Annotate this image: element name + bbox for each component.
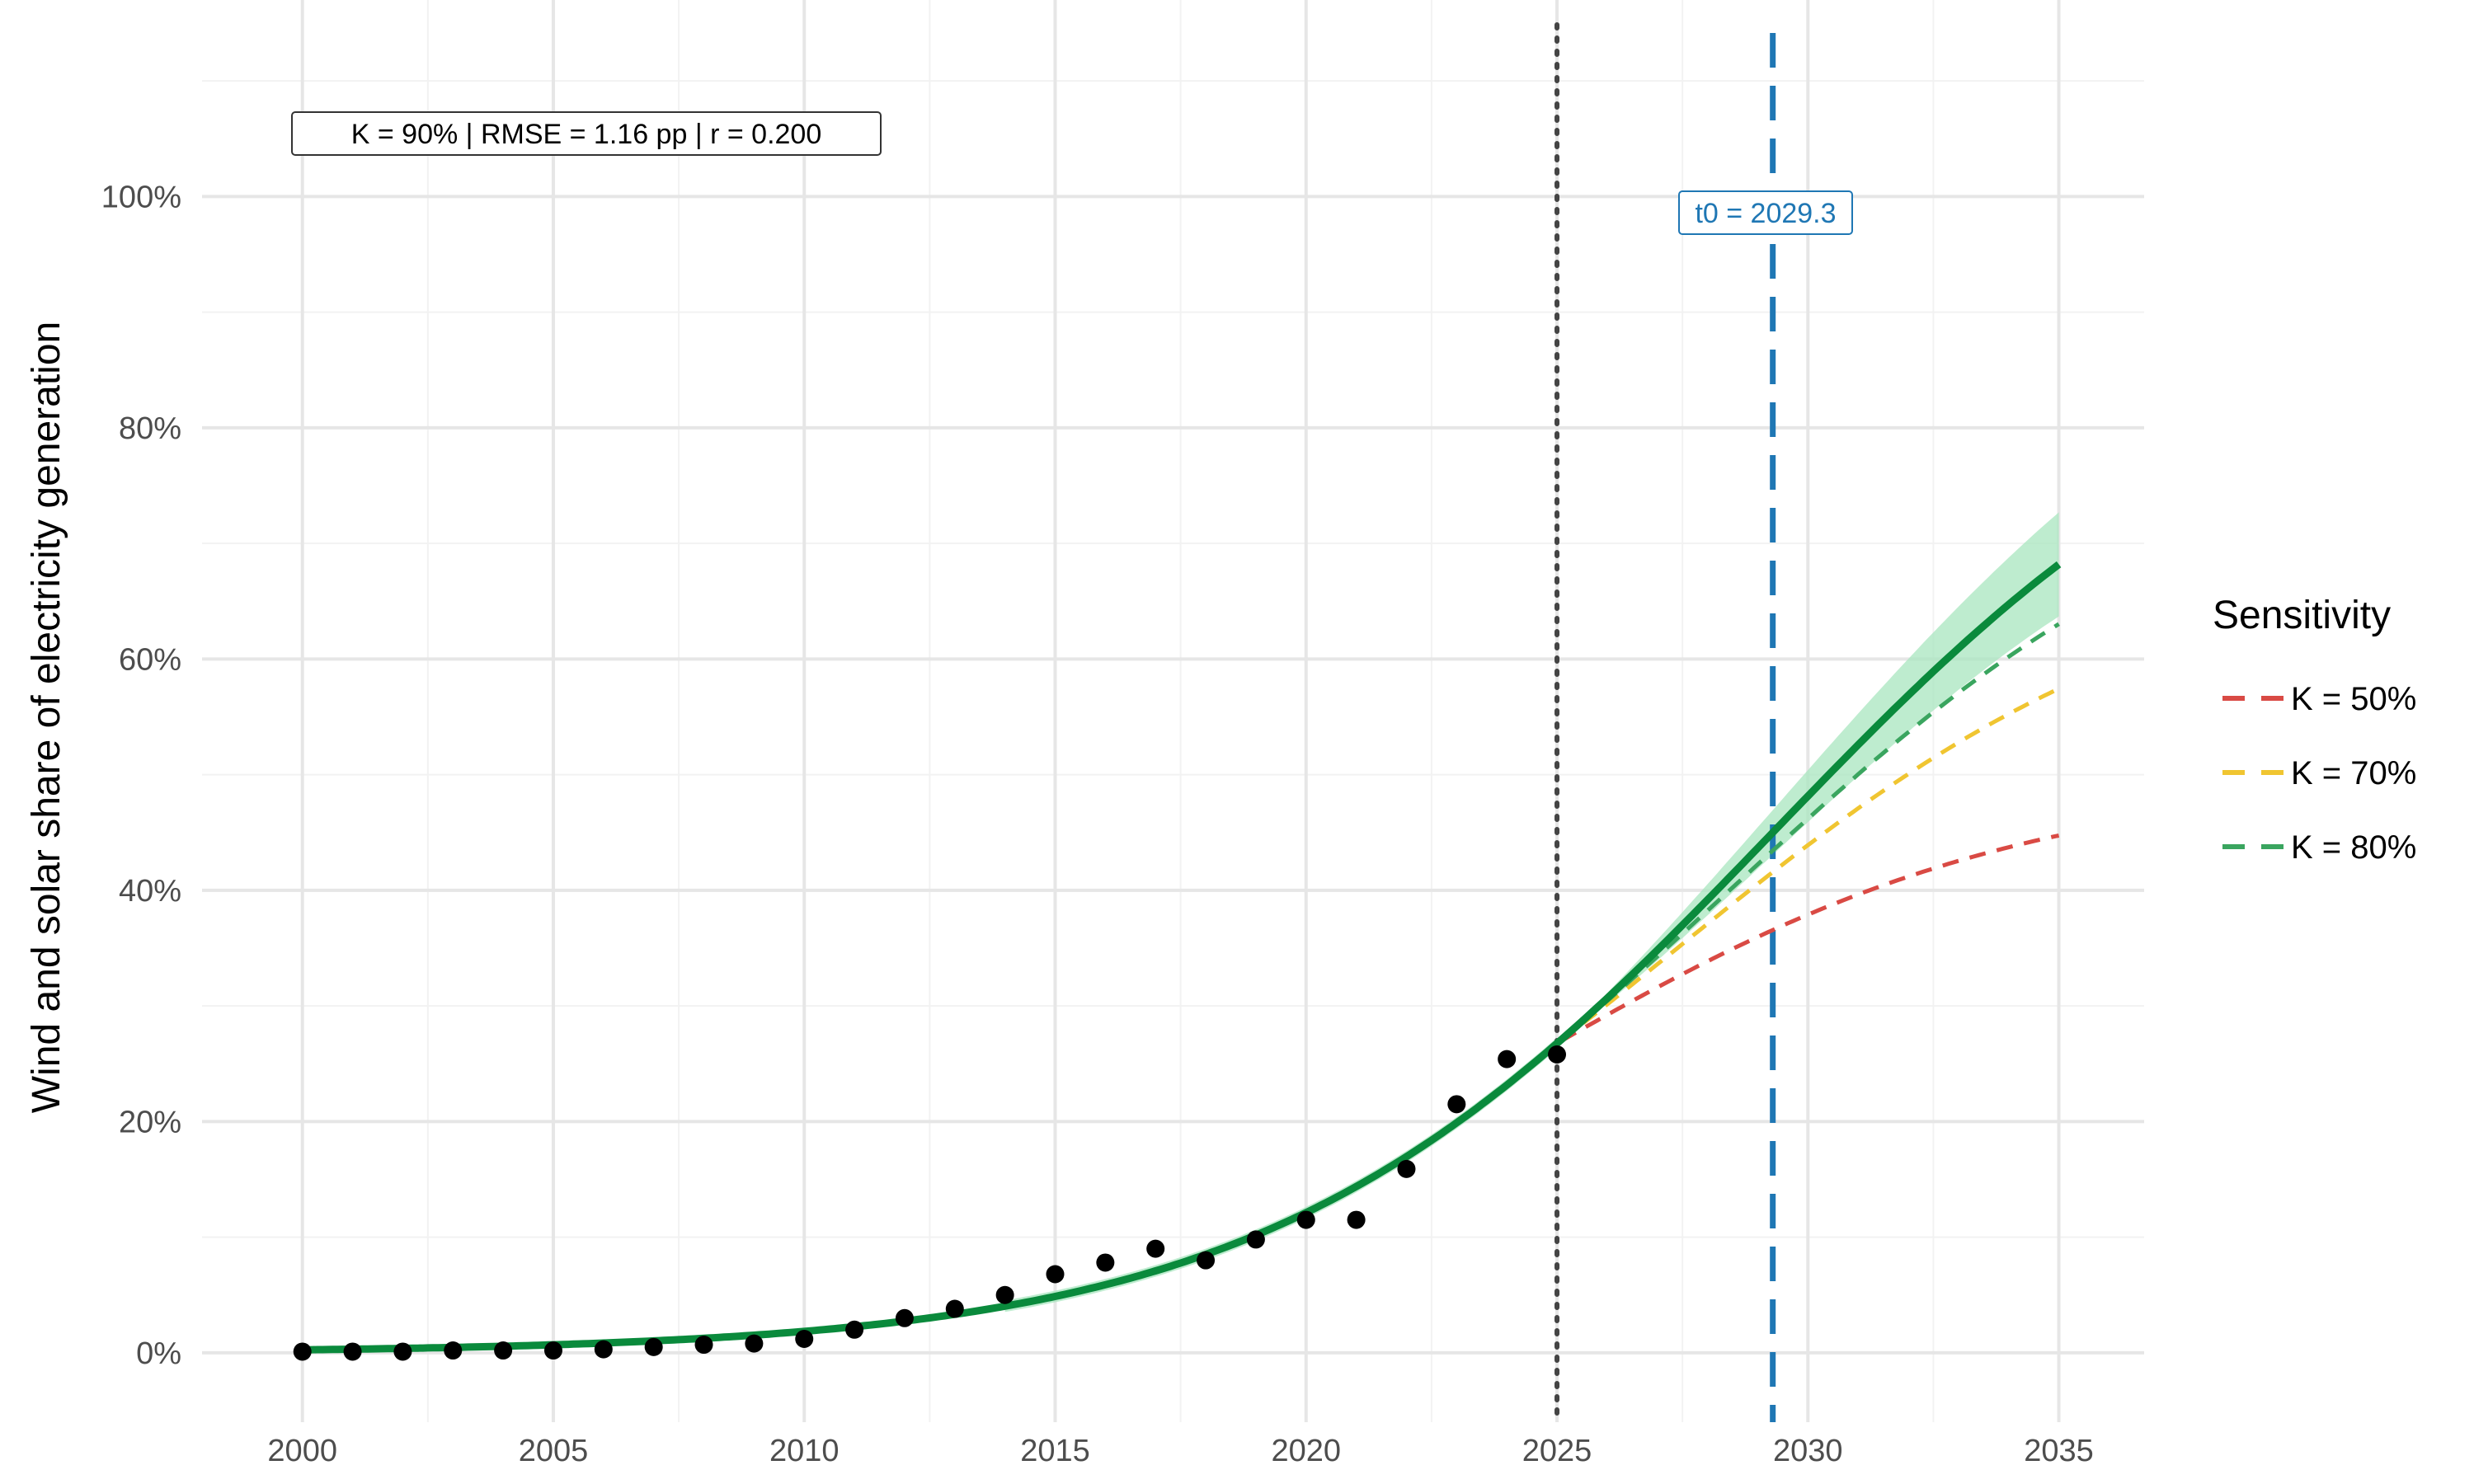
main-fit-line bbox=[302, 561, 2062, 1354]
observed-point bbox=[543, 1341, 562, 1360]
x-tick-label: 2010 bbox=[769, 1434, 840, 1468]
observed-point bbox=[1347, 1210, 1366, 1229]
observed-point bbox=[343, 1342, 362, 1361]
fit-summary-box: K = 90% | RMSE = 1.16 pp | r = 0.200 bbox=[291, 111, 882, 156]
confidence-band bbox=[1004, 512, 2059, 1313]
series-layer bbox=[302, 561, 2062, 1354]
observed-point bbox=[494, 1341, 513, 1360]
y-tick-label: 20% bbox=[119, 1105, 181, 1139]
observed-points bbox=[293, 1045, 1567, 1361]
observed-point bbox=[895, 1308, 914, 1327]
x-tick-label: 2015 bbox=[1020, 1434, 1090, 1468]
y-tick-label: 100% bbox=[101, 180, 181, 214]
t0-label-box: t0 = 2029.3 bbox=[1678, 190, 1853, 235]
y-tick-label: 80% bbox=[119, 411, 181, 446]
legend-label: K = 70% bbox=[2291, 755, 2416, 791]
y-axis-title: Wind and solar share of electricity gene… bbox=[25, 322, 68, 1114]
legend-label: K = 80% bbox=[2291, 829, 2416, 866]
t0-label-box-border bbox=[1678, 190, 1853, 235]
confidence-band-layer bbox=[1004, 512, 2059, 1313]
observed-point bbox=[1296, 1210, 1315, 1229]
observed-point bbox=[594, 1340, 613, 1359]
observed-point bbox=[1096, 1253, 1115, 1272]
legend: Sensitivity K = 50% K = 70% K = 80% bbox=[2213, 594, 2416, 866]
axis-ticks: 2000 2005 2010 2015 2020 2025 2030 2035 0% 20% 40%… bbox=[101, 180, 2094, 1468]
observed-point bbox=[1197, 1251, 1216, 1270]
t0-label-text: t0 = 2029.3 bbox=[1695, 198, 1836, 229]
observed-point bbox=[795, 1330, 814, 1349]
observed-point bbox=[644, 1337, 663, 1356]
x-tick-label: 2005 bbox=[519, 1434, 589, 1468]
observed-point bbox=[1246, 1230, 1265, 1249]
observed-point bbox=[1397, 1159, 1416, 1178]
observed-point bbox=[945, 1299, 964, 1318]
x-tick-label: 2020 bbox=[1271, 1434, 1341, 1468]
observed-point bbox=[845, 1320, 864, 1339]
observed-point bbox=[1548, 1045, 1567, 1064]
x-tick-label: 2030 bbox=[1773, 1434, 1843, 1468]
legend-label: K = 50% bbox=[2291, 681, 2416, 717]
observed-point bbox=[293, 1342, 312, 1361]
observed-point bbox=[1146, 1239, 1165, 1258]
observed-point bbox=[745, 1334, 764, 1353]
series-line bbox=[1280, 622, 2060, 1227]
reference-lines bbox=[1554, 22, 1776, 1425]
observed-point bbox=[444, 1341, 463, 1360]
fit-summary-box-border bbox=[291, 111, 882, 156]
x-tick-label: 2025 bbox=[1522, 1434, 1592, 1468]
fit-summary-text: K = 90% | RMSE = 1.16 pp | r = 0.200 bbox=[351, 119, 822, 150]
observed-point bbox=[393, 1342, 412, 1361]
x-tick-label: 2000 bbox=[267, 1434, 337, 1468]
observed-point bbox=[694, 1336, 713, 1355]
series-line bbox=[1280, 687, 2060, 1227]
y-tick-label: 40% bbox=[119, 874, 181, 909]
x-tick-label: 2035 bbox=[2024, 1434, 2094, 1468]
observed-point bbox=[1498, 1050, 1517, 1068]
y-tick-label: 0% bbox=[136, 1336, 181, 1371]
observed-point bbox=[1046, 1265, 1065, 1284]
y-tick-label: 60% bbox=[119, 642, 181, 677]
observed-point bbox=[1447, 1095, 1466, 1114]
observed-point bbox=[995, 1285, 1014, 1304]
legend-title: Sensitivity bbox=[2213, 594, 2391, 637]
